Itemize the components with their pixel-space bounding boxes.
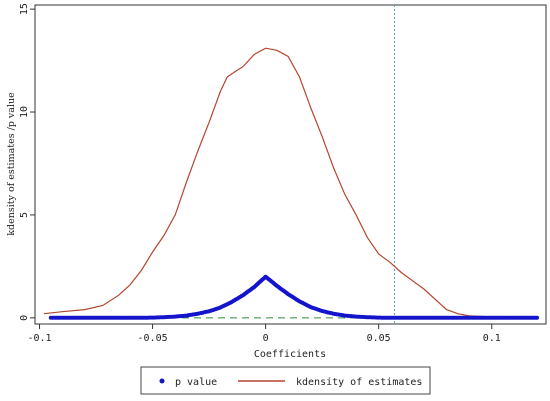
series-line-kdensity xyxy=(43,47,537,318)
legend-marker-p-value xyxy=(159,378,165,384)
y-tick-label: 0 xyxy=(19,315,30,321)
y-axis-ticks: 0 5 10 15 xyxy=(19,3,35,321)
x-tick-label: -0.1 xyxy=(27,333,51,344)
x-tick-label: 0 xyxy=(263,333,269,344)
series-points-p-value xyxy=(48,274,539,320)
y-tick-label: 5 xyxy=(19,212,30,218)
x-tick-label: 0.05 xyxy=(367,333,391,344)
legend-box xyxy=(140,366,431,395)
y-tick-label: 15 xyxy=(19,3,30,15)
x-tick-label: -0.05 xyxy=(138,333,168,344)
legend-label-kdensity: kdensity of estimates xyxy=(296,377,422,388)
p-value-point xyxy=(535,315,539,320)
y-axis-label: kdensity of estimates /p value xyxy=(6,92,17,236)
legend: p value kdensity of estimates xyxy=(140,366,431,395)
plot-area-frame xyxy=(34,4,547,325)
legend-label-p-value: p value xyxy=(175,377,217,388)
x-axis-ticks: -0.1 -0.05 0 0.05 0.1 xyxy=(27,324,501,344)
x-tick-label: 0.1 xyxy=(483,333,501,344)
y-tick-label: 10 xyxy=(19,106,30,118)
x-axis-label: Coefficients xyxy=(254,349,326,360)
